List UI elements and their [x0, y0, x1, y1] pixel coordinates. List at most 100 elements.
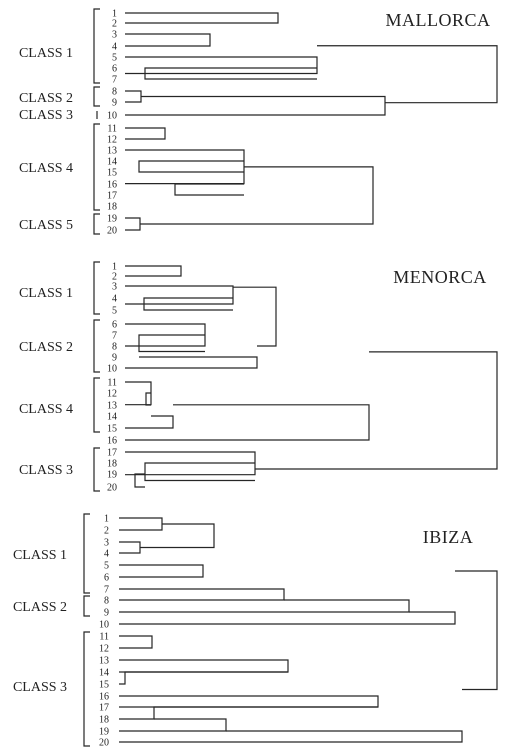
leaf-label: 1 [112, 262, 117, 273]
dendrogram-tree [125, 265, 498, 488]
leaf-label: 10 [107, 364, 117, 375]
island-title-menorca: MENORCA [393, 267, 487, 287]
class-label: CLASS 3 [19, 108, 73, 123]
class-label: CLASS 3 [19, 463, 73, 478]
leaf-label: 9 [112, 353, 117, 364]
dendrogram-link [125, 217, 141, 231]
dendrogram-mallorca: MALLORCA 1234567891011121314151617181920… [19, 8, 498, 237]
dendrogram-link [255, 351, 498, 470]
dendrogram-link [125, 356, 258, 369]
leaf-label: 6 [112, 320, 117, 331]
leaf-label: 1 [104, 514, 109, 525]
leaf-label: 13 [99, 656, 109, 667]
leaf-label: 19 [107, 214, 117, 225]
class-label: CLASS 4 [19, 161, 73, 176]
leaf-label: 16 [107, 180, 117, 191]
leaf-label: 12 [107, 135, 117, 146]
dendrogram-link [138, 334, 205, 353]
dendrogram-link [317, 45, 498, 104]
class-label: CLASS 2 [19, 340, 73, 355]
leaf-label: 11 [99, 632, 109, 643]
dendrogram-link [119, 635, 153, 649]
dendrogram-link [144, 462, 255, 482]
dendrogram-link [174, 183, 244, 196]
dendrogram-link [233, 286, 277, 347]
leaf-label: 7 [112, 75, 117, 86]
dendrogram-link [125, 95, 386, 116]
leaf-label: 3 [112, 30, 117, 41]
class-bracket [93, 447, 100, 492]
dendrogram-link [140, 523, 215, 549]
class-groups: CLASS 1 CLASS 2 CLASS 3 CLASS 4 CLASS 5 [19, 8, 100, 235]
leaf-label: 4 [112, 294, 117, 305]
dendrogram-menorca: MENORCA 1234567891011121314151617181920C… [19, 261, 498, 494]
dendrogram-tree [119, 517, 498, 743]
leaf-label: 14 [107, 412, 117, 423]
leaf-label: 4 [112, 42, 117, 53]
class-bracket [93, 319, 100, 373]
dendrogram-link [125, 33, 211, 47]
dendrogram-link [119, 588, 285, 601]
leaf-label: 9 [104, 608, 109, 619]
leaf-label: 1 [112, 9, 117, 20]
class-label: CLASS 1 [19, 46, 73, 61]
leaf-label: 14 [107, 157, 117, 168]
dendrogram-link [125, 404, 370, 441]
leaf-label: 2 [112, 19, 117, 30]
class-bracket [83, 631, 90, 747]
class-bracket [93, 377, 100, 433]
leaf-label: 12 [99, 644, 109, 655]
leaf-label: 17 [107, 191, 117, 202]
class-groups: CLASS 1 CLASS 2 CLASS 4 CLASS 3 [19, 261, 100, 492]
class-bracket [93, 86, 100, 107]
leaf-label: 3 [112, 282, 117, 293]
leaf-label: 4 [104, 549, 109, 560]
dendrogram-link [119, 564, 204, 578]
dendrogram-link [138, 160, 244, 173]
dendrogram-ibiza: IBIZA 1234567891011121314151617181920CLA… [13, 513, 498, 749]
leaf-label: 15 [107, 424, 117, 435]
leaf-label: 13 [107, 401, 117, 412]
class-bracket [93, 123, 100, 211]
leaf-label: 12 [107, 389, 117, 400]
leaf-label: 18 [107, 459, 117, 470]
dendrogram-link [119, 671, 288, 685]
leaf-label: 8 [112, 87, 117, 98]
dendrogram-link [119, 517, 163, 531]
class-bracket [83, 595, 90, 617]
leaf-label: 15 [107, 168, 117, 179]
leaf-label: 11 [107, 124, 117, 135]
dendrogram-link [125, 285, 234, 305]
dendrogram-link [119, 695, 379, 708]
leaf-label: 20 [107, 483, 117, 494]
leaf-label: 19 [99, 727, 109, 738]
class-label: CLASS 3 [13, 680, 67, 695]
leaf-label: 8 [104, 596, 109, 607]
class-label: CLASS 5 [19, 218, 73, 233]
leaf-label: 13 [107, 146, 117, 157]
leaf-label: 2 [104, 526, 109, 537]
dendrogram-link [143, 297, 233, 311]
dendrogram-link [140, 166, 374, 225]
leaf-label: 18 [99, 715, 109, 726]
dendrogram-link [125, 90, 142, 103]
dendrogram-link [119, 599, 410, 613]
leaf-label: 17 [99, 703, 109, 714]
class-label: CLASS 1 [19, 286, 73, 301]
class-bracket [93, 8, 100, 84]
dendrogram-link [145, 392, 151, 406]
leaf-label: 6 [104, 573, 109, 584]
leaf-label: 10 [99, 620, 109, 631]
leaf-label: 5 [112, 306, 117, 317]
leaf-label: 11 [107, 378, 117, 389]
leaf-label: 20 [99, 738, 109, 749]
leaf-label: 5 [104, 561, 109, 572]
dendrogram-link [455, 570, 498, 691]
class-bracket [93, 261, 100, 315]
dendrogram-link [125, 127, 166, 140]
dendrogram-link [119, 718, 227, 732]
